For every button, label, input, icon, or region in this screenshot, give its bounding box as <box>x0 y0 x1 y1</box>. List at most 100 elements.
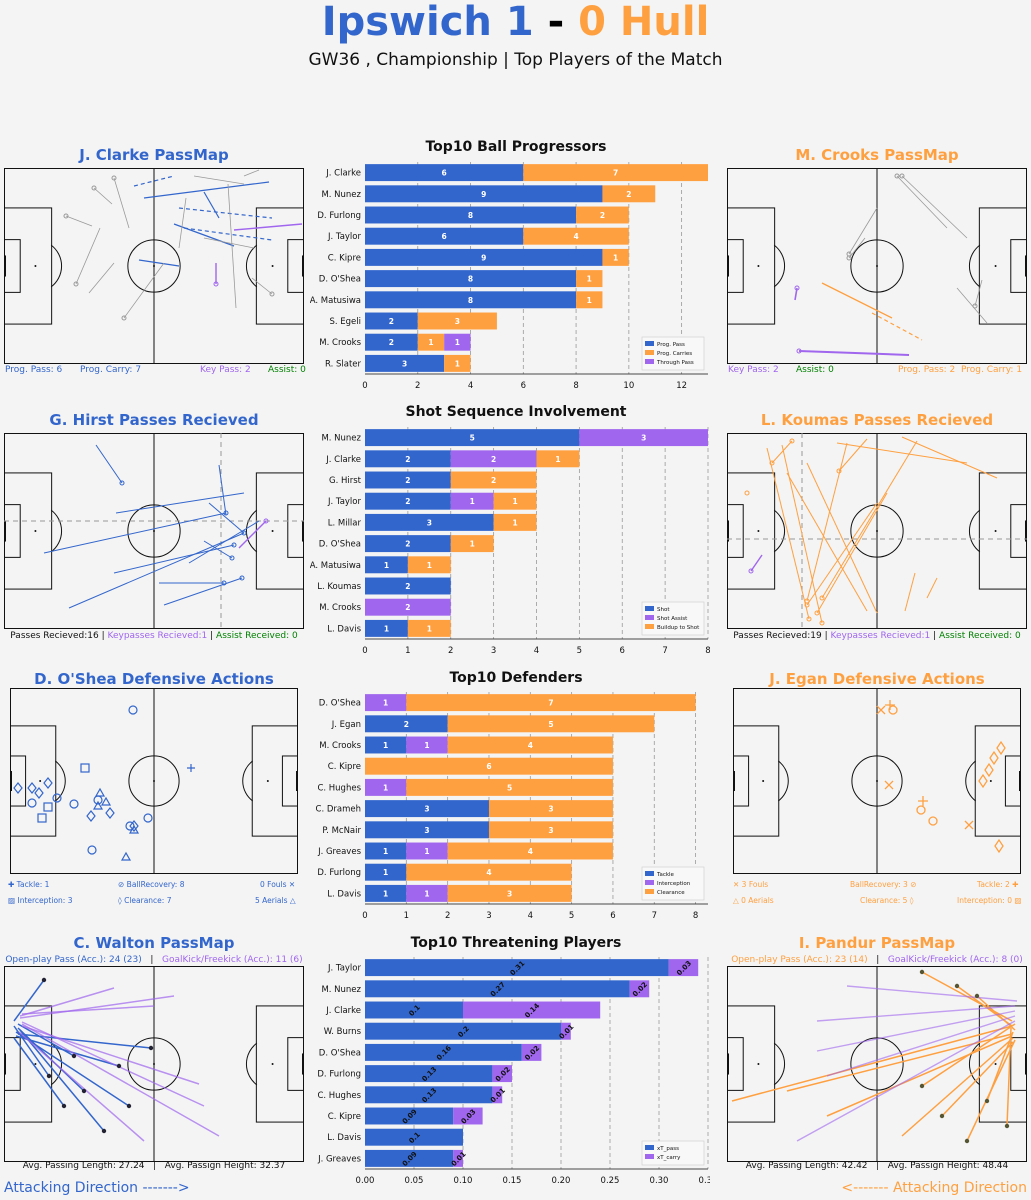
bar-value-label: 1 <box>587 296 592 305</box>
egan-ballrecovery-text: BallRecovery: 3 <box>850 880 908 889</box>
bar-value-label: 1 <box>428 338 433 347</box>
egan-interception-text: Interception: 0 <box>957 896 1012 905</box>
koumas-sep-2: | <box>933 631 937 641</box>
bar-segment <box>523 164 708 182</box>
right-panel-3-title: J. Egan Defensive Actions <box>769 670 985 688</box>
crooks-key-pass: Key Pass: 2 <box>728 365 779 375</box>
x-tick-label: 0 <box>362 381 367 391</box>
bar-value-label: 1 <box>470 497 475 506</box>
bar-value-label: 9 <box>481 253 486 262</box>
legend-swatch <box>645 350 654 355</box>
bar-segment <box>365 959 669 977</box>
right-panel-2-title: L. Koumas Passes Recieved <box>760 411 994 429</box>
egan-aerials: △ 0 Aerials <box>733 896 774 905</box>
bar-segment <box>365 354 445 372</box>
oshea-ballrecovery: ⊘ BallRecovery: 8 <box>118 880 185 889</box>
bar-value-label: 5 <box>470 434 475 443</box>
egan-interception: Interception: 0 ▨ <box>957 896 1022 905</box>
bar-segment <box>365 535 451 553</box>
y-category-label: L. Koumas <box>317 582 361 592</box>
bar-segment <box>407 556 451 574</box>
bar-segment <box>576 291 603 309</box>
bar-segment <box>453 1107 483 1125</box>
bar-value-label: 1 <box>383 889 388 898</box>
legend-label: Shot Assist <box>657 616 688 622</box>
clarke-passes <box>63 169 303 321</box>
pandur-avg-height: Avg. Passign Height: 48.44 <box>887 1161 1009 1171</box>
walton-avg-height: Avg. Passign Height: 32.37 <box>164 1161 286 1171</box>
koumas-assist-received: Assist Received: 0 <box>939 631 1021 641</box>
y-category-label: A. Matusiwa <box>310 296 361 306</box>
bar-value-label: 2 <box>600 211 605 220</box>
egan-defensive-actions <box>876 700 1006 854</box>
y-category-label: J. Clarke <box>325 1006 361 1016</box>
bar-segment <box>602 185 656 203</box>
bar-segment <box>579 429 708 447</box>
bar-value-label: 1 <box>455 338 460 347</box>
bar-segment <box>365 450 451 468</box>
walton-openplay: Open-play Pass (Acc.): 24 (23) <box>5 955 142 965</box>
bar-segment <box>365 577 451 595</box>
bar-value-label: 9 <box>481 190 486 199</box>
egan-fouls-text: 3 Fouls <box>741 880 769 889</box>
bar-value-label: 1 <box>383 868 388 877</box>
bar-segment <box>523 227 629 245</box>
bar-segment <box>406 736 448 754</box>
y-category-label: C. Kipre <box>328 253 361 263</box>
oshea-clearance-text: Clearance: 7 <box>124 896 172 905</box>
x-tick-label: 8 <box>705 646 710 656</box>
legend-label: Prog. Pass <box>657 342 685 348</box>
bar-segment <box>406 694 696 712</box>
bar-segment <box>444 333 471 351</box>
koumas-stats-line: Passes Recieved:19 | Keypasses Recieved:… <box>727 631 1027 641</box>
bar-segment <box>576 270 603 288</box>
bar-value-label: 1 <box>384 624 389 633</box>
attacking-direction-left: Attacking Direction -------> <box>4 1180 190 1196</box>
walton-pass-counts: Open-play Pass (Acc.): 24 (23) | GoalKic… <box>4 955 304 965</box>
pandur-averages: Avg. Passing Length: 42.42 | Avg. Passig… <box>727 1161 1027 1171</box>
bar-value-label: 1 <box>383 847 388 856</box>
defenders-chart: 0 1 2 3 4 5 6 7 8 D. O'Shea 1 7 J. Egan 2 5 M. Crooks 1 1… <box>316 692 708 921</box>
bar-segment <box>365 821 489 839</box>
bar-value-label: 2 <box>389 338 394 347</box>
egan-clearance: Clearance: 5 ◊ <box>860 896 914 905</box>
y-category-label: A. Matusiwa <box>310 561 361 571</box>
match-title: Ipswich 1 - 0 Hull <box>0 0 1031 44</box>
y-category-label: D. O'Shea <box>319 1048 361 1058</box>
y-category-label: D. O'Shea <box>319 699 361 709</box>
bar-segment <box>365 1001 463 1019</box>
bar-segment <box>406 842 448 860</box>
bar-value-label: 1 <box>383 741 388 750</box>
egan-fouls: ✕ 3 Fouls <box>733 880 769 889</box>
x-tick-label: 0.25 <box>601 1176 620 1186</box>
bar-value-label: 4 <box>528 847 533 856</box>
bar-segment <box>521 1043 542 1061</box>
bar-value-label: 2 <box>405 540 410 549</box>
bar-segment <box>406 778 613 796</box>
bar-segment <box>365 513 494 531</box>
walton-goalkick: GoalKick/Freekick (Acc.): 11 (6) <box>162 955 303 965</box>
pandur-openplay: Open-play Pass (Acc.): 23 (14) <box>731 955 868 965</box>
x-tick-label: 3 <box>486 911 491 921</box>
y-category-label: D. Furlong <box>317 868 361 878</box>
pandur-avg-length: Avg. Passing Length: 42.42 <box>745 1161 868 1171</box>
y-category-label: J. Greaves <box>317 1154 362 1164</box>
y-category-label: J. Taylor <box>327 964 361 974</box>
oshea-ballrecovery-text: BallRecovery: 8 <box>126 880 185 889</box>
egan-ballrecovery: BallRecovery: 3 ⊘ <box>850 880 917 889</box>
x-tick-label: 4 <box>534 646 539 656</box>
koumas-passes-received: Passes Recieved:19 <box>733 631 822 641</box>
bar-value-label: 1 <box>427 561 432 570</box>
oshea-aerials: 5 Aerials △ <box>255 896 296 905</box>
pandur-passmap-pitch <box>727 966 1027 1162</box>
bar-segment <box>417 333 445 351</box>
bar-value-label: 2 <box>404 720 409 729</box>
bar-segment <box>450 450 537 468</box>
x-tick-label: 4 <box>468 381 473 391</box>
bar-segment <box>365 1128 463 1146</box>
bar-segment <box>365 248 603 266</box>
left-panel-2-title: G. Hirst Passes Recieved <box>49 411 259 429</box>
legend-swatch <box>645 1154 654 1159</box>
hirst-keypasses-received: Keypasses Recieved:1 <box>107 631 208 641</box>
bar-segment <box>561 1022 571 1040</box>
